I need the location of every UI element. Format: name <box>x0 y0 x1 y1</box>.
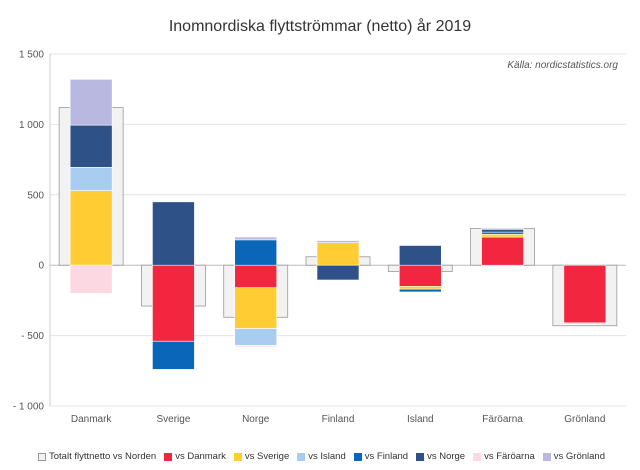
bar-segment <box>69 264 113 294</box>
legend-item: vs Grönland <box>542 451 605 462</box>
bar-segment <box>398 286 442 290</box>
legend-swatch <box>38 452 46 461</box>
legend-item: vs Färöarna <box>473 451 535 462</box>
legend-swatch <box>233 452 242 461</box>
category-label: Danmark <box>71 414 113 425</box>
bar-segment <box>152 264 195 342</box>
category-label: Island <box>407 414 434 425</box>
bar-segment <box>481 231 524 235</box>
legend-label: vs Island <box>308 451 346 462</box>
bar-segment <box>398 245 442 266</box>
bar-segment <box>398 288 442 293</box>
y-tick-label: - 500 <box>21 331 44 342</box>
bar-segment <box>398 264 442 287</box>
legend-label: vs Färöarna <box>484 451 535 462</box>
bar-segment <box>234 287 278 329</box>
legend-label: vs Grönland <box>553 451 605 462</box>
y-tick-label: - 1 000 <box>13 402 45 413</box>
category-label: Norge <box>242 414 270 425</box>
bar-segment <box>563 322 607 325</box>
chart-legend: Totalt flyttnetto vs Norden vs Danmark vs … <box>38 451 638 462</box>
bar-segment <box>69 79 113 126</box>
legend-swatch <box>353 452 362 461</box>
legend-label: vs Danmark <box>175 451 226 462</box>
legend-item: vs Danmark <box>164 451 226 462</box>
legend-label: vs Finland <box>364 451 409 462</box>
legend-swatch <box>416 452 425 461</box>
chart-title: Inomnordiska flyttströmmar (netto) år 20… <box>168 18 472 35</box>
bar-segment <box>563 264 607 324</box>
legend-item: vs Sverige <box>233 451 290 462</box>
legend-item: Totalt flyttnetto vs Norden <box>38 451 156 462</box>
bar-segment <box>234 345 278 348</box>
legend-swatch <box>297 452 306 461</box>
y-tick-label: 0 <box>38 261 44 272</box>
bar-segment <box>316 242 360 266</box>
legend-item: vs Island <box>297 451 346 462</box>
bar-segment <box>152 201 195 266</box>
bar-segment <box>316 264 360 281</box>
bar-segment <box>69 124 113 168</box>
legend-swatch <box>164 452 173 461</box>
bar-segment <box>234 239 278 266</box>
y-tick-label: 1 000 <box>19 120 44 131</box>
bar-segment <box>481 228 524 230</box>
legend-label: vs Norge <box>427 451 466 462</box>
legend-item: vs Norge <box>416 451 465 462</box>
category-label: Finland <box>322 414 355 425</box>
category-label: Färöarna <box>482 414 523 425</box>
legend-item: vs Finland <box>353 451 409 462</box>
bar-segment <box>69 190 113 266</box>
bar-segment <box>234 236 278 241</box>
y-tick-label: 500 <box>27 190 44 201</box>
legend-label: vs Sverige <box>244 451 290 462</box>
bar-segment <box>234 328 278 346</box>
bar-segment <box>69 167 113 191</box>
legend-swatch <box>473 452 482 461</box>
legend-label: Totalt flyttnetto vs Norden <box>49 451 157 462</box>
bar-segment <box>316 240 360 243</box>
legend-swatch <box>542 452 551 461</box>
bar-segment <box>234 264 278 289</box>
source-note: Källa: nordicstatistics.org <box>507 60 618 71</box>
bar-segment <box>481 236 524 266</box>
y-tick-label: 1 500 <box>19 50 44 61</box>
category-label: Sverige <box>156 414 190 425</box>
category-label: Grönland <box>564 414 605 425</box>
bar-segment <box>481 233 524 238</box>
bar-segment <box>152 340 195 370</box>
bar-segment <box>481 228 524 233</box>
